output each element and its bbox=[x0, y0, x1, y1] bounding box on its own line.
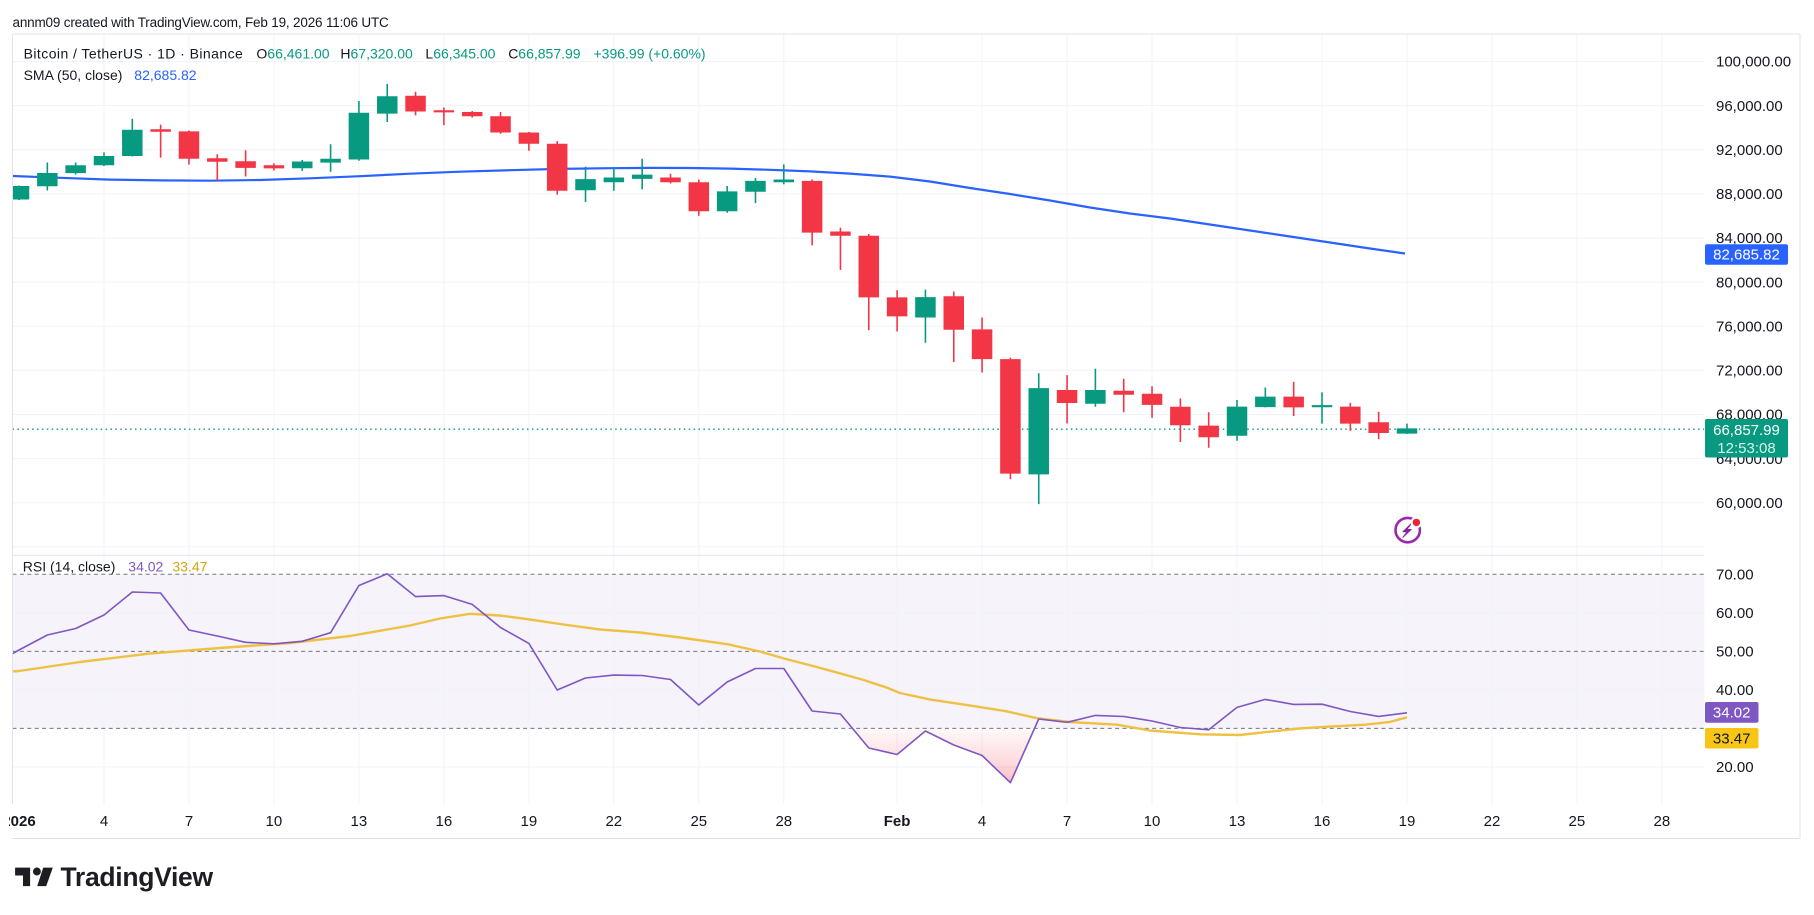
svg-text:Feb: Feb bbox=[884, 813, 911, 830]
svg-text:4: 4 bbox=[100, 813, 108, 830]
svg-text:10: 10 bbox=[1144, 813, 1161, 830]
svg-text:34.02: 34.02 bbox=[128, 559, 163, 575]
svg-text:13: 13 bbox=[1229, 813, 1246, 830]
svg-text:82,685.82: 82,685.82 bbox=[134, 67, 196, 83]
svg-text:66,461.00: 66,461.00 bbox=[267, 45, 329, 61]
svg-text:80,000.00: 80,000.00 bbox=[1716, 274, 1783, 291]
svg-text:10: 10 bbox=[266, 813, 283, 830]
svg-text:7: 7 bbox=[1063, 813, 1071, 830]
svg-text:28: 28 bbox=[1654, 813, 1671, 830]
svg-text:20.00: 20.00 bbox=[1716, 759, 1754, 776]
svg-text:22: 22 bbox=[605, 813, 622, 830]
svg-text:12:53:08: 12:53:08 bbox=[1717, 440, 1775, 457]
svg-text:4: 4 bbox=[978, 813, 986, 830]
svg-text:34.02: 34.02 bbox=[1713, 704, 1751, 721]
svg-text:L: L bbox=[425, 45, 433, 61]
svg-text:60,000.00: 60,000.00 bbox=[1716, 495, 1783, 512]
svg-text:22: 22 bbox=[1484, 813, 1501, 830]
svg-text:72,000.00: 72,000.00 bbox=[1716, 363, 1783, 380]
svg-text:96,000.00: 96,000.00 bbox=[1716, 98, 1783, 115]
svg-text:25: 25 bbox=[1569, 813, 1586, 830]
svg-text:13: 13 bbox=[351, 813, 368, 830]
svg-text:66,857.99: 66,857.99 bbox=[518, 45, 580, 61]
svg-text:C: C bbox=[508, 45, 518, 61]
svg-text:67,320.00: 67,320.00 bbox=[351, 45, 413, 61]
svg-text:40.00: 40.00 bbox=[1716, 682, 1754, 699]
svg-text:SMA (50, close): SMA (50, close) bbox=[24, 67, 123, 83]
svg-text:Bitcoin / TetherUS · 1D · Bina: Bitcoin / TetherUS · 1D · Binance bbox=[24, 45, 244, 61]
svg-text:H: H bbox=[340, 45, 350, 61]
svg-text:88,000.00: 88,000.00 bbox=[1716, 186, 1783, 203]
svg-text:33.47: 33.47 bbox=[172, 559, 207, 575]
svg-text:19: 19 bbox=[1399, 813, 1416, 830]
svg-text:RSI (14, close): RSI (14, close) bbox=[23, 559, 116, 575]
svg-text:92,000.00: 92,000.00 bbox=[1716, 142, 1783, 159]
svg-text:82,685.82: 82,685.82 bbox=[1713, 247, 1780, 264]
svg-text:19: 19 bbox=[521, 813, 538, 830]
svg-text:2026: 2026 bbox=[2, 813, 35, 830]
svg-text:25: 25 bbox=[690, 813, 707, 830]
svg-text:16: 16 bbox=[1314, 813, 1331, 830]
svg-text:7: 7 bbox=[185, 813, 193, 830]
svg-text:66,857.99: 66,857.99 bbox=[1713, 422, 1780, 439]
svg-text:+396.99 (+0.60%): +396.99 (+0.60%) bbox=[594, 45, 706, 61]
svg-text:84,000.00: 84,000.00 bbox=[1716, 230, 1783, 247]
svg-text:annm09 created with TradingVie: annm09 created with TradingView.com, Feb… bbox=[13, 15, 390, 30]
svg-text:28: 28 bbox=[775, 813, 792, 830]
svg-text:60.00: 60.00 bbox=[1716, 605, 1754, 622]
svg-text:33.47: 33.47 bbox=[1713, 730, 1751, 747]
svg-text:TradingView: TradingView bbox=[61, 862, 214, 892]
svg-text:50.00: 50.00 bbox=[1716, 644, 1754, 661]
svg-text:100,000.00: 100,000.00 bbox=[1716, 54, 1791, 71]
svg-text:16: 16 bbox=[436, 813, 453, 830]
svg-text:O: O bbox=[256, 45, 267, 61]
svg-text:76,000.00: 76,000.00 bbox=[1716, 318, 1783, 335]
svg-text:70.00: 70.00 bbox=[1716, 566, 1754, 583]
svg-text:66,345.00: 66,345.00 bbox=[433, 45, 495, 61]
